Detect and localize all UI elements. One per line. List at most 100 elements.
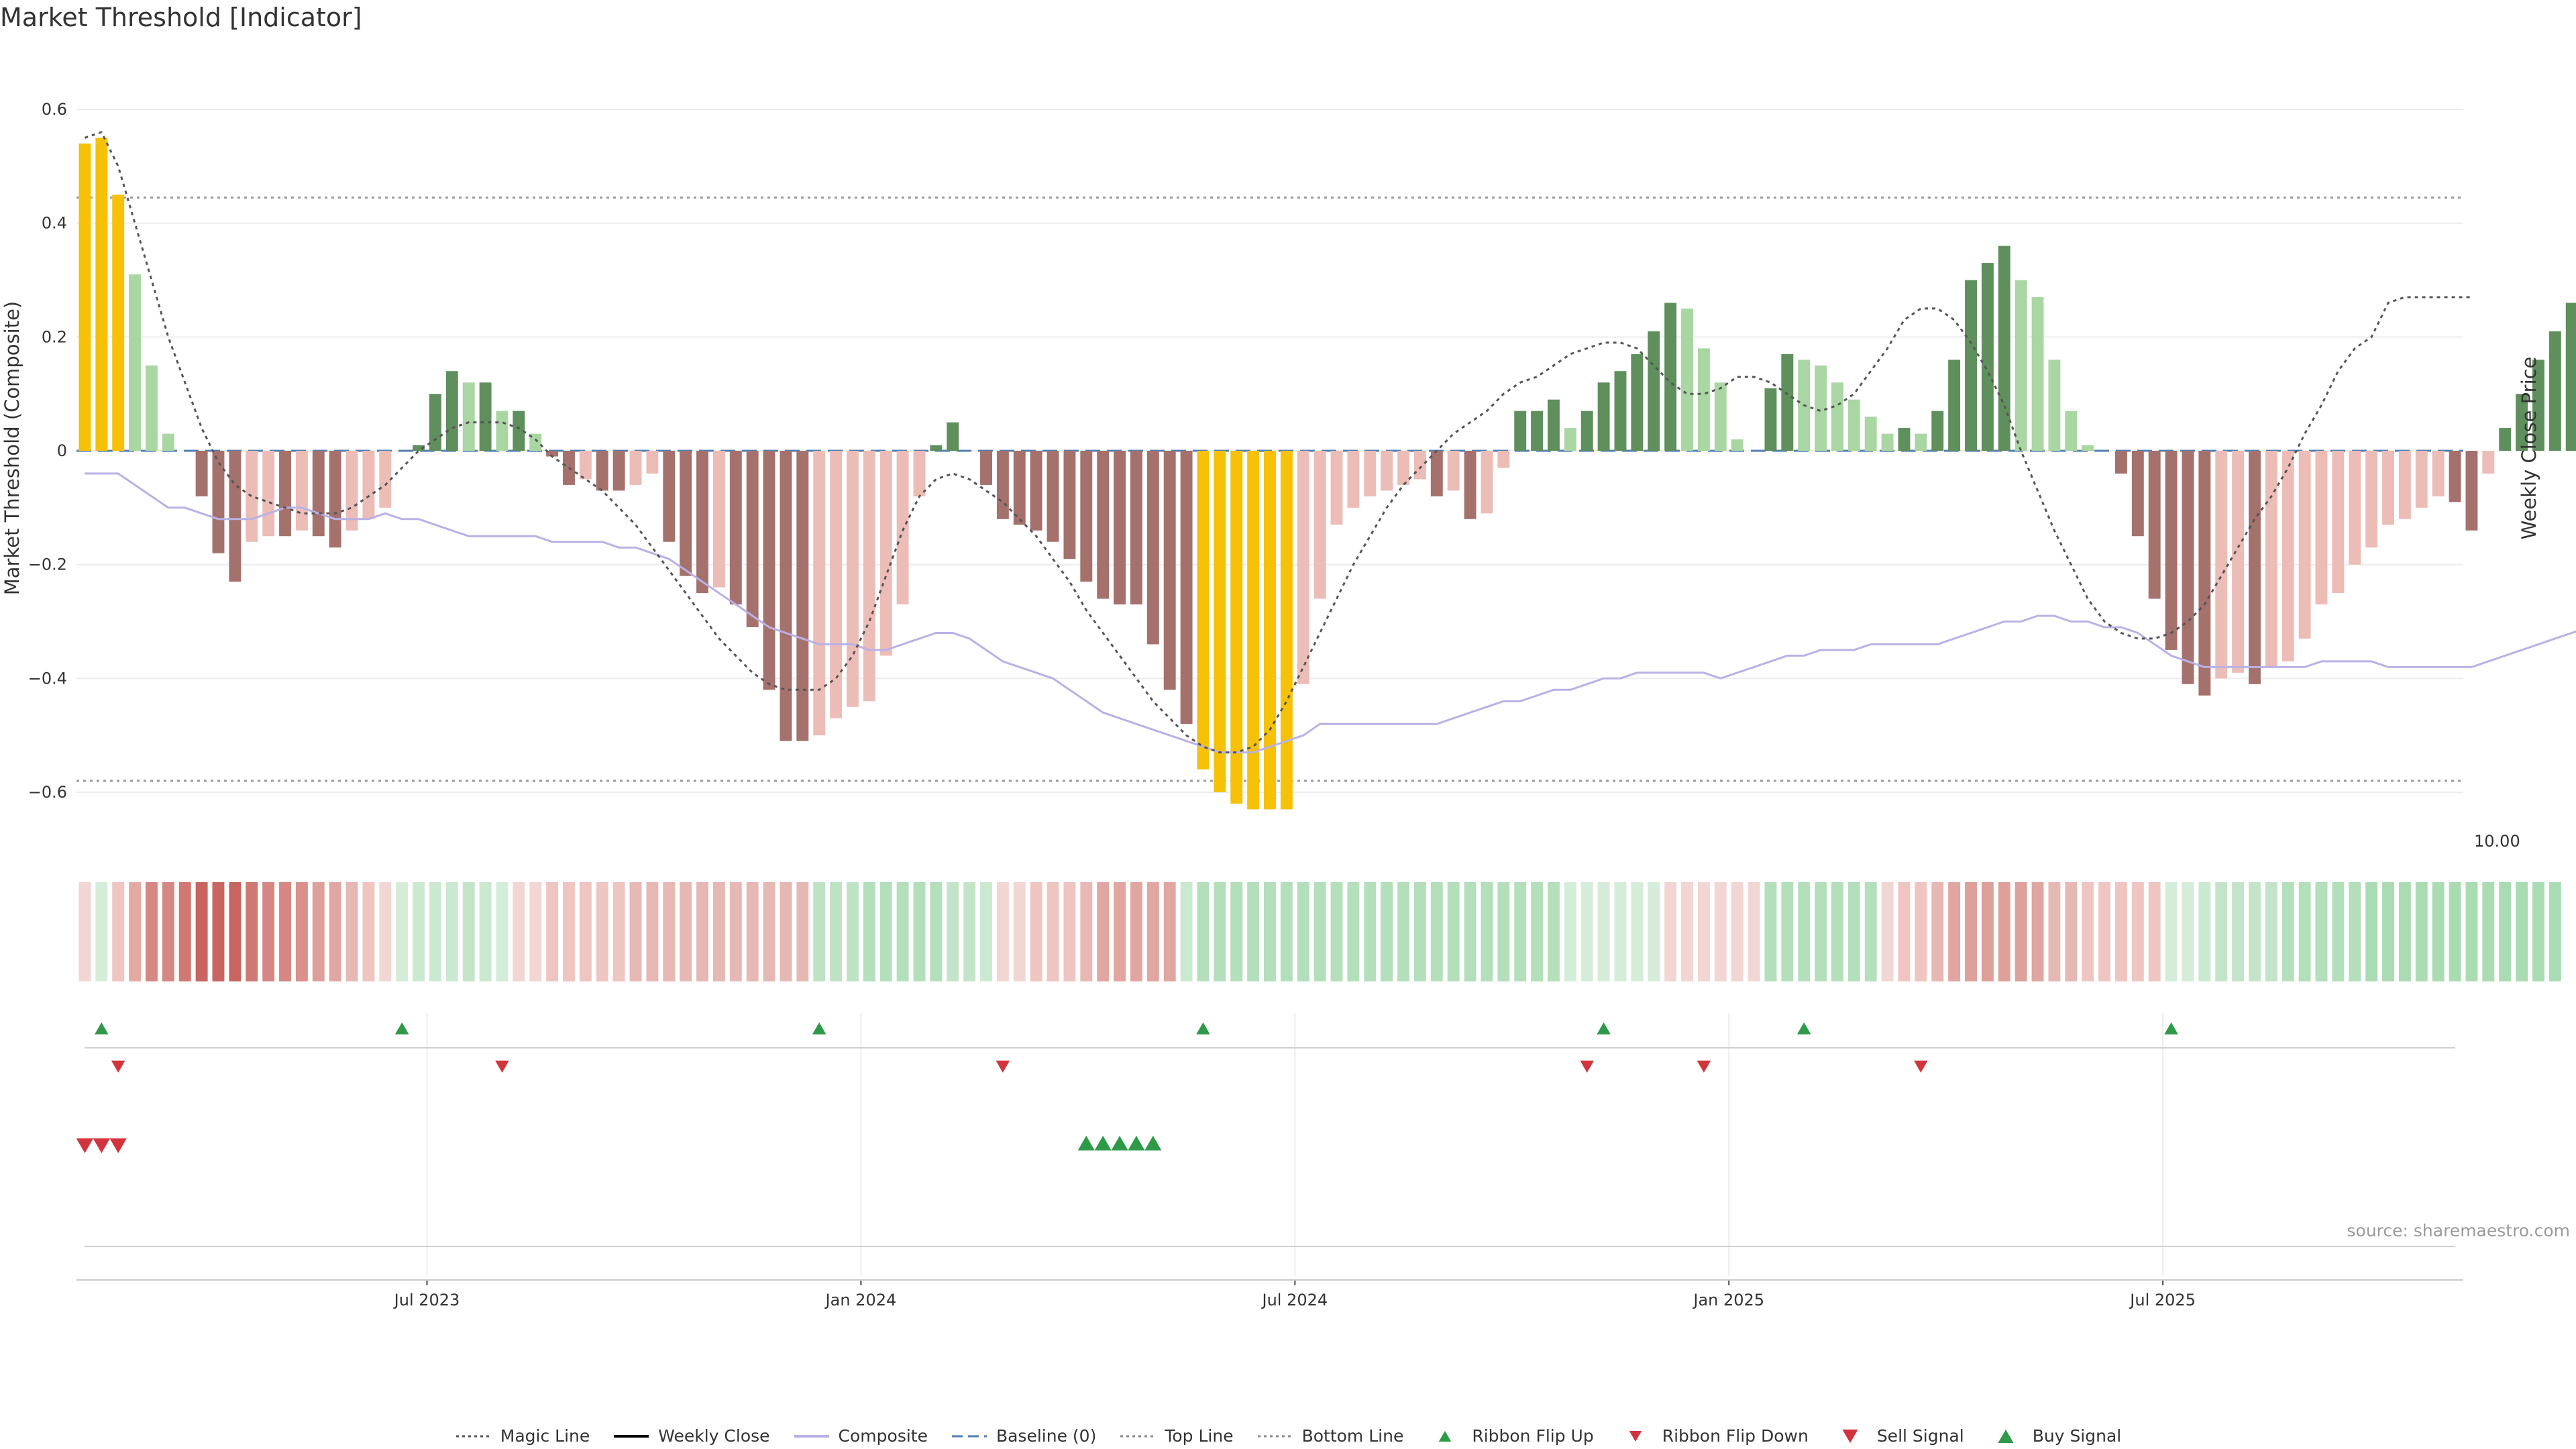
- ribbon-cell: [246, 882, 258, 981]
- ribbon-cell: [1748, 882, 1760, 981]
- composite-bar: [78, 143, 91, 451]
- composite-bar: [879, 451, 892, 656]
- composite-bar: [896, 451, 909, 605]
- legend-line-icon: [614, 1434, 649, 1438]
- ribbon-cell: [262, 882, 275, 981]
- ribbon-cell: [896, 882, 909, 981]
- buy-signal-marker: [1094, 1136, 1112, 1150]
- ribbon-cell: [229, 882, 241, 981]
- ribbon-cell: [1847, 882, 1860, 981]
- ribbon-cell: [913, 882, 926, 981]
- composite-bar: [2465, 451, 2478, 531]
- composite-bar: [229, 451, 241, 582]
- composite-bar: [1931, 411, 1944, 451]
- composite-bar: [129, 274, 142, 451]
- ribbon-cell: [863, 882, 875, 981]
- composite-bar: [947, 422, 959, 451]
- composite-bar: [2282, 451, 2294, 661]
- composite-bar: [612, 451, 625, 491]
- ribbon-cell: [1898, 882, 1911, 981]
- ribbon-cell: [746, 882, 759, 981]
- ribbon-cell: [1447, 882, 1460, 981]
- chart-title: Market Threshold [Indicator]: [0, 3, 362, 32]
- ribbon-flip-down-marker: [1580, 1061, 1595, 1073]
- ribbon-cell: [813, 882, 826, 981]
- composite-bar: [312, 451, 325, 537]
- composite-bar: [1981, 263, 1994, 451]
- legend-item: Buy Signal: [1987, 1426, 2121, 1446]
- composite-bar: [596, 451, 608, 491]
- composite-line: [85, 472, 2576, 754]
- composite-bar: [162, 433, 174, 451]
- legend-marker-icon: [1842, 1429, 1858, 1443]
- composite-bar: [295, 451, 308, 531]
- ribbon-cell: [729, 882, 742, 981]
- ribbon-flip-down-marker: [111, 1061, 125, 1073]
- ribbon-cell: [146, 882, 158, 981]
- composite-bar: [1697, 348, 1710, 451]
- sell-signal-marker: [93, 1138, 110, 1153]
- ribbon-cell: [1664, 882, 1677, 981]
- composite-bar: [1413, 451, 1426, 480]
- legend-marker-icon: [1439, 1430, 1452, 1442]
- composite-bar: [1514, 411, 1527, 451]
- composite-bar: [1214, 451, 1226, 792]
- ribbon-cell: [162, 882, 174, 981]
- ribbon-cell: [379, 882, 392, 981]
- ribbon-cell: [596, 882, 608, 981]
- ribbon-cell: [1297, 882, 1309, 981]
- y-tick-label: −0.2: [28, 555, 67, 574]
- ribbon-cell: [2365, 882, 2378, 981]
- composite-bar: [813, 451, 826, 736]
- legend-marker-icon: [1629, 1430, 1642, 1442]
- composite-bar: [1564, 428, 1576, 451]
- ribbon-cell: [1697, 882, 1710, 981]
- composite-bar: [1831, 382, 1843, 451]
- ribbon-cell: [413, 882, 425, 981]
- composite-bar: [2165, 451, 2178, 650]
- legend-label: Ribbon Flip Up: [1472, 1426, 1594, 1446]
- ribbon-flip-down-marker: [495, 1061, 509, 1073]
- composite-bar: [1430, 451, 1443, 496]
- ribbon-cell: [2148, 882, 2161, 981]
- ribbon-cell: [1564, 882, 1576, 981]
- composite-bar: [1764, 388, 1777, 451]
- ribbon-cell: [2432, 882, 2445, 981]
- legend-line-icon: [794, 1434, 829, 1438]
- ribbon-cell: [2415, 882, 2428, 981]
- composite-bar: [2082, 445, 2094, 451]
- ribbon-cell: [930, 882, 943, 981]
- ribbon-cell: [1915, 882, 1927, 981]
- ribbon-cell: [1114, 882, 1126, 981]
- composite-bar: [1247, 451, 1260, 810]
- composite-bar: [663, 451, 676, 542]
- y-axis-label: Market Threshold (Composite): [1, 301, 23, 595]
- composite-bar: [1681, 308, 1693, 451]
- ribbon-cell: [2232, 882, 2245, 981]
- y-tick-label: −0.6: [28, 783, 67, 802]
- composite-bar: [513, 411, 525, 451]
- composite-bar: [2532, 360, 2544, 451]
- ribbon-cell: [1030, 882, 1042, 981]
- composite-bar: [1998, 246, 2010, 451]
- composite-bar: [1180, 451, 1193, 724]
- composite-bar: [1381, 451, 1393, 491]
- composite-bar: [1097, 451, 1110, 599]
- ribbon-cell: [329, 882, 341, 981]
- ribbon-cell: [2499, 882, 2512, 981]
- ribbon-cell: [1247, 882, 1260, 981]
- magic-line-line: [84, 131, 2472, 754]
- ribbon-cell: [2282, 882, 2294, 981]
- ribbon-cell: [1046, 882, 1059, 981]
- composite-bar: [479, 382, 492, 451]
- legend-label: Weekly Close: [658, 1426, 770, 1446]
- ribbon-cell: [1264, 882, 1276, 981]
- y-tick-label: 0: [57, 441, 67, 460]
- legend-item: Composite: [793, 1426, 928, 1446]
- ribbon-cell: [1548, 882, 1560, 981]
- composite-bar: [1847, 399, 1860, 451]
- composite-bar: [2332, 451, 2345, 594]
- composite-bar: [980, 451, 992, 485]
- ribbon-cell: [2249, 882, 2261, 981]
- ribbon-cell: [2482, 882, 2495, 981]
